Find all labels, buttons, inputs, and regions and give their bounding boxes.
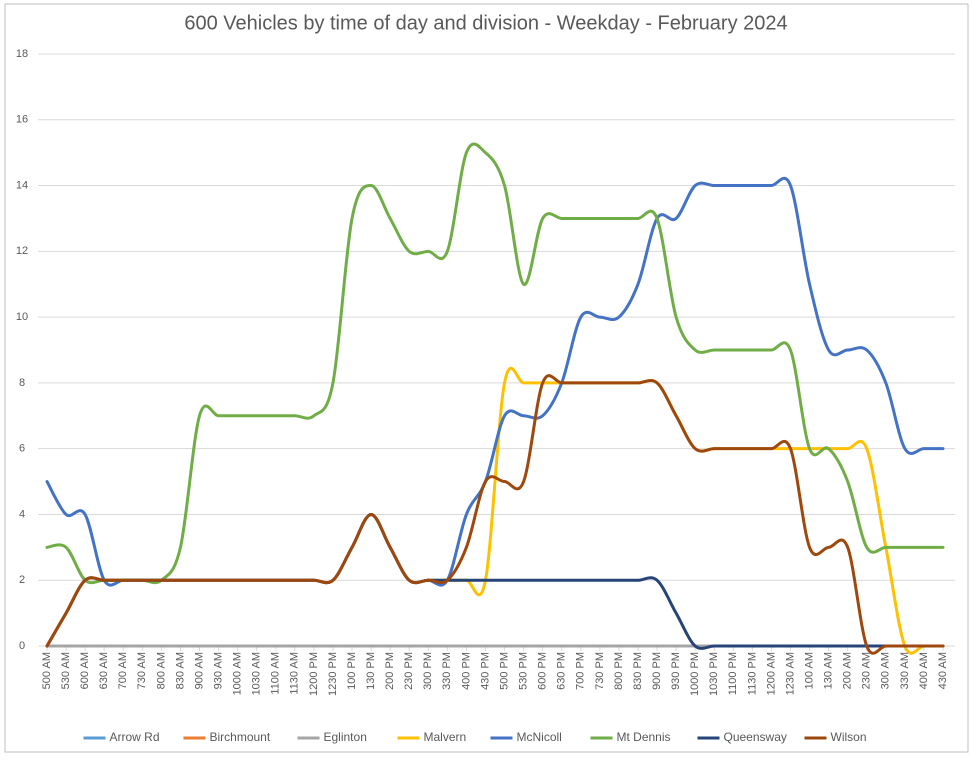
x-tick-label: 730 AM <box>136 652 148 689</box>
x-tick-label: 300 AM <box>880 652 892 689</box>
x-tick-label: 1100 PM <box>727 652 739 695</box>
x-tick-label: 830 AM <box>174 652 186 689</box>
x-tick-label: 430 PM <box>479 652 491 690</box>
x-tick-label: 1130 AM <box>289 652 301 695</box>
x-tick-label: 130 AM <box>823 652 835 689</box>
x-tick-label: 730 PM <box>594 652 606 690</box>
y-tick-label: 18 <box>16 48 28 60</box>
chart-border <box>4 3 969 753</box>
x-tick-label: 800 AM <box>155 652 167 689</box>
y-tick-label: 6 <box>19 443 25 455</box>
x-tick-label: 900 PM <box>651 652 663 690</box>
x-tick-label: 900 AM <box>193 652 205 689</box>
y-tick-label: 12 <box>16 245 28 257</box>
x-tick-label: 1230 AM <box>784 652 796 695</box>
y-tick-label: 16 <box>16 114 28 126</box>
x-tick-label: 930 AM <box>212 652 224 689</box>
x-tick-label: 1000 AM <box>232 652 244 695</box>
legend-label: Arrow Rd <box>110 730 160 744</box>
series-line <box>45 374 945 655</box>
x-tick-label: 330 PM <box>441 652 453 690</box>
x-tick-label: 200 AM <box>842 652 854 689</box>
y-tick-label: 0 <box>19 640 25 652</box>
x-tick-label: 200 PM <box>384 652 396 690</box>
x-tick-label: 100 PM <box>346 652 358 690</box>
x-tick-label: 630 AM <box>98 652 110 689</box>
x-tick-label: 300 PM <box>422 652 434 690</box>
y-tick-label: 10 <box>16 311 28 323</box>
x-tick-label: 1200 PM <box>308 652 320 696</box>
x-tick-label: 430 AM <box>937 652 949 689</box>
x-tick-label: 1100 AM <box>270 652 282 695</box>
x-tick-label: 100 AM <box>803 652 815 689</box>
legend-label: Birchmount <box>210 730 271 744</box>
x-tick-label: 1000 PM <box>689 652 701 696</box>
x-tick-label: 1130 PM <box>746 652 758 695</box>
x-tick-label: 1200 AM <box>765 652 777 695</box>
x-tick-label: 400 AM <box>918 652 930 689</box>
x-tick-label: 1030 AM <box>251 652 263 695</box>
x-tick-label: 500 PM <box>498 652 510 690</box>
x-tick-label: 530 PM <box>518 652 530 690</box>
x-tick-label: 230 AM <box>861 652 873 689</box>
legend-label: Mt Dennis <box>617 730 671 744</box>
x-tick-label: 530 AM <box>60 652 72 689</box>
x-tick-label: 330 AM <box>899 652 911 689</box>
x-tick-label: 500 AM <box>41 652 53 689</box>
y-tick-label: 2 <box>19 574 25 586</box>
x-tick-label: 400 PM <box>460 652 472 690</box>
x-tick-label: 230 PM <box>403 652 415 690</box>
x-tick-label: 600 PM <box>537 652 549 690</box>
legend-label: Queensway <box>724 730 787 744</box>
x-tick-label: 800 PM <box>613 652 625 690</box>
y-tick-label: 14 <box>16 179 28 191</box>
legend-label: Eglinton <box>324 730 367 744</box>
x-tick-label: 130 PM <box>365 652 377 690</box>
y-tick-label: 4 <box>19 508 25 520</box>
series-line <box>45 142 945 585</box>
y-tick-label: 8 <box>19 377 25 389</box>
legend-label: McNicoll <box>517 730 562 744</box>
x-tick-label: 830 PM <box>632 652 644 690</box>
x-tick-label: 1230 PM <box>327 652 339 696</box>
x-tick-label: 630 PM <box>556 652 568 690</box>
x-tick-label: 1030 PM <box>708 652 720 696</box>
x-tick-label: 700 AM <box>117 652 129 689</box>
legend-label: Wilson <box>831 730 867 744</box>
legend-label: Malvern <box>424 730 467 744</box>
x-tick-label: 700 PM <box>575 652 587 690</box>
x-tick-label: 930 PM <box>670 652 682 690</box>
chart-title: 600 Vehicles by time of day and division… <box>184 12 787 34</box>
x-tick-label: 600 AM <box>79 652 91 689</box>
